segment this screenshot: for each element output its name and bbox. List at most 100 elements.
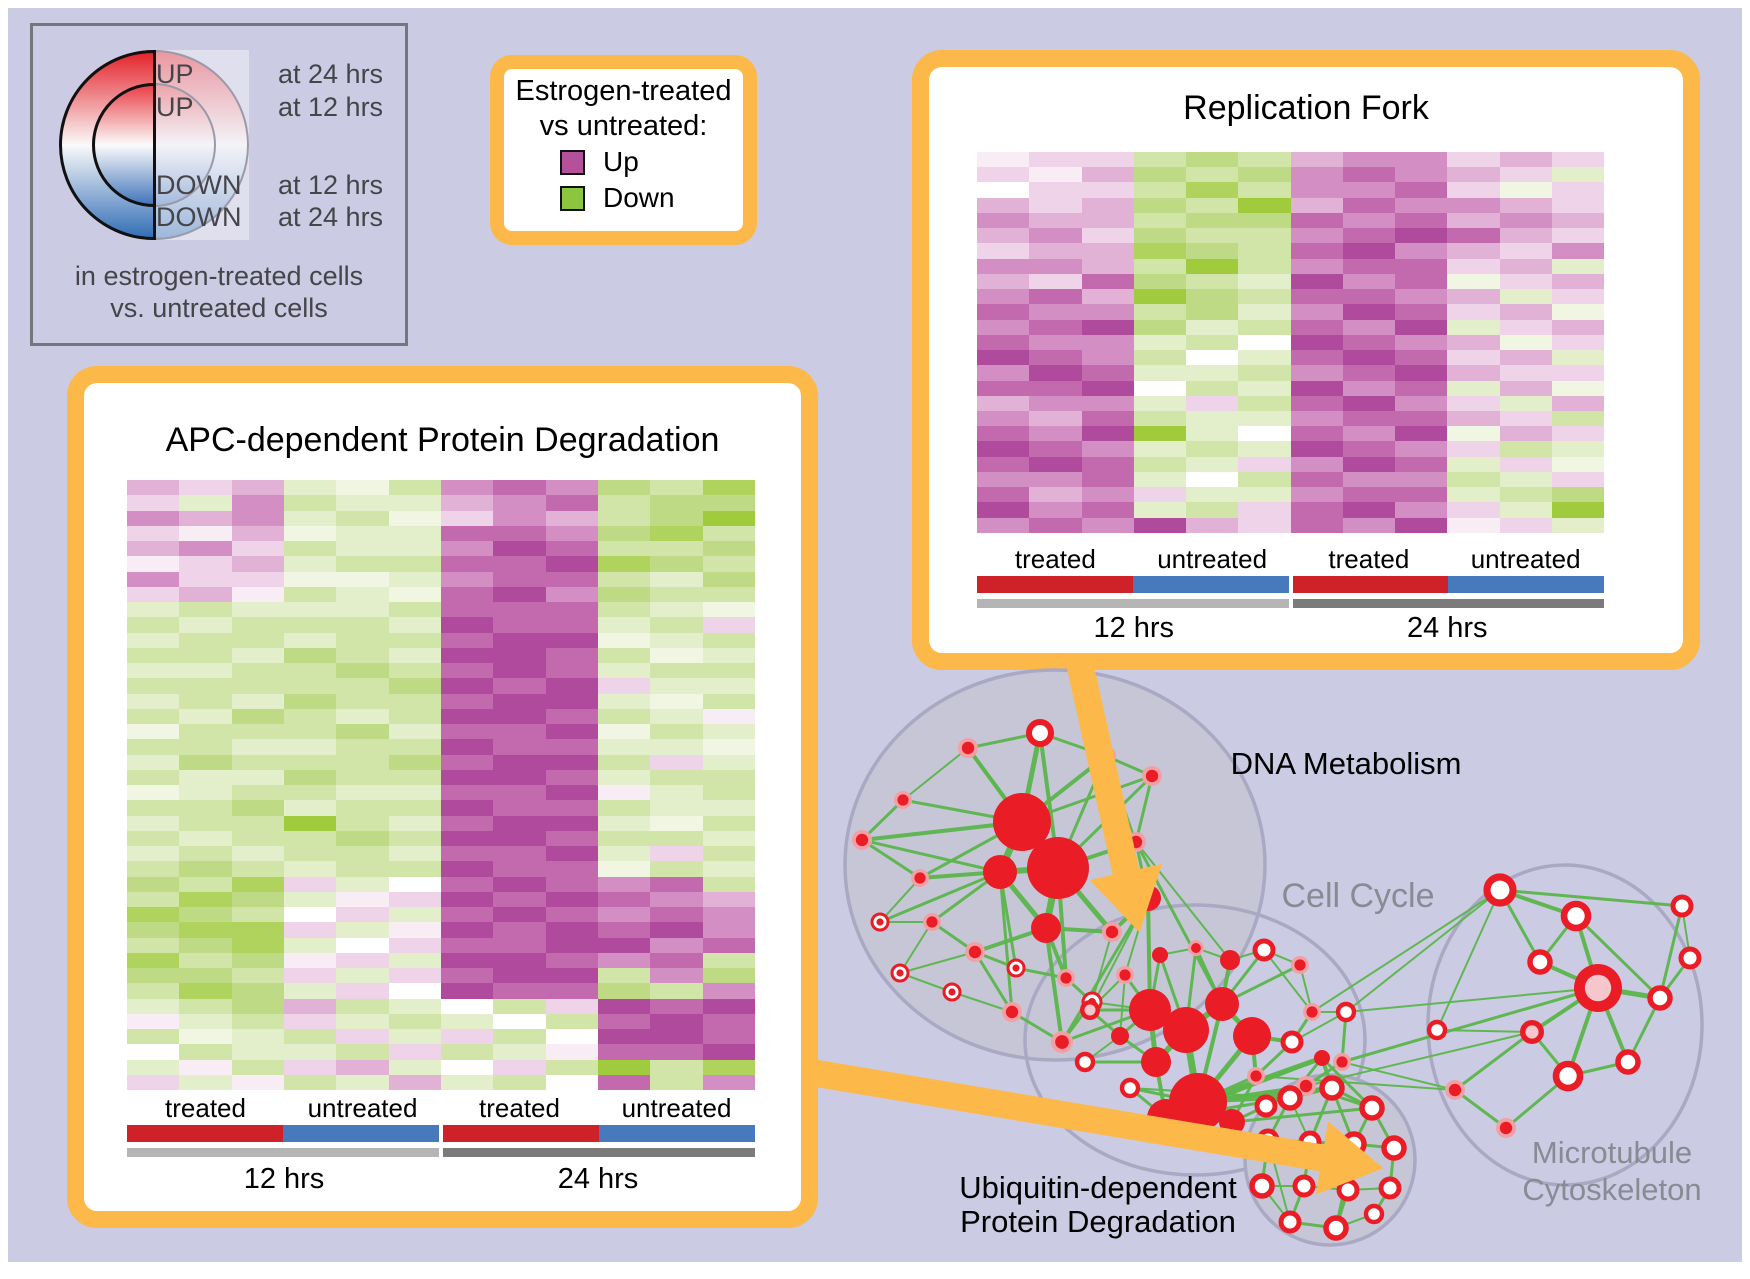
network-edge [1044, 927, 1064, 1043]
rf-panel-title: Replication Fork [1183, 89, 1429, 127]
gene-node-ring [1319, 1075, 1345, 1101]
legend-time: at 12 hrs [278, 170, 384, 200]
legend-time: at 12 hrs [278, 92, 384, 122]
rf-heatmap-row [977, 380, 1604, 396]
gene-node-dot-core [948, 988, 956, 996]
apc-heatmap-row [127, 952, 755, 968]
gene-node-halo-core [914, 872, 926, 884]
gene-node-halo-core [1250, 1070, 1262, 1082]
gene-node-dot-core [876, 918, 884, 926]
gene-node-halo-core [1448, 1083, 1462, 1097]
gene-node-solid [1111, 1027, 1129, 1045]
network-edge [1341, 986, 1599, 1064]
gene-node-ring [1278, 1210, 1302, 1234]
apc-treated-bar-12 [127, 1125, 283, 1142]
rf-group-labels: treated untreated treated untreated [977, 544, 1604, 574]
rf-heatmap-row [977, 289, 1604, 305]
rf-treatment-bars [977, 576, 1604, 593]
network-edge [861, 838, 1001, 874]
apc-heatmap-row [127, 785, 755, 801]
legend-time: at 24 hrs [278, 202, 384, 232]
gene-node-ring [1335, 1001, 1357, 1023]
gene-node-ring [1359, 1095, 1385, 1121]
rf-time-bars [977, 599, 1604, 608]
rf-group-label-untreated-12: untreated [1157, 544, 1268, 574]
gene-node-pale-center [1525, 1025, 1539, 1039]
rf-heatmap-row [977, 395, 1604, 411]
rf-heatmap-row [977, 228, 1604, 244]
rf-12hr-bar [977, 599, 1289, 608]
apc-24hr-bar [443, 1148, 755, 1157]
network-edge [1135, 841, 1231, 961]
rf-heatmap-row [977, 365, 1604, 381]
rf-heatmap-row [977, 197, 1604, 213]
apc-heatmap-row [127, 724, 755, 740]
network-edge [1305, 1031, 1533, 1087]
down-label: Down [603, 182, 675, 213]
apc-heatmap-row [127, 998, 755, 1014]
rf-heatmap-row [977, 304, 1604, 320]
network-edge [879, 870, 1001, 924]
gene-node-halo-core [1336, 1056, 1348, 1068]
network-edge [973, 951, 1014, 1013]
gene-node-ring [1252, 938, 1276, 962]
apc-heatmap-row [127, 693, 755, 709]
legend-row-down-24: DOWN at 24 hrs [33, 202, 405, 232]
callout-arrow-head-apc-to-ubiquitin [1315, 1121, 1384, 1195]
gene-node-ring [1363, 1203, 1385, 1225]
apc-heatmap-row [127, 480, 755, 496]
estrogen-legend-title-line1: Estrogen-treated [515, 75, 732, 107]
rf-heatmap-row [977, 152, 1604, 168]
gene-node-solid [1220, 950, 1240, 970]
gene-node-solid [983, 855, 1017, 889]
apc-heatmap-row [127, 891, 755, 907]
gene-node-ring [1074, 1051, 1096, 1073]
apc-heatmap-row [127, 1029, 755, 1045]
rf-heatmap-row [977, 167, 1604, 183]
rf-heatmap-row [977, 319, 1604, 335]
gene-node-solid [1141, 1047, 1171, 1077]
apc-heatmap-row [127, 541, 755, 557]
gene-node-solid [1152, 947, 1168, 963]
gene-node-ring [1277, 1085, 1303, 1111]
cluster-ellipse-cell-cycle [1023, 903, 1367, 1177]
apc-12hr-bar [127, 1148, 439, 1157]
rf-heatmap-row [977, 471, 1604, 488]
callout-arrow-head-rf-to-dna [1089, 863, 1163, 933]
network-edge [1341, 1061, 1456, 1091]
network-edge [1436, 1029, 1533, 1033]
legend-footer-line1: in estrogen-treated cells [74, 261, 364, 291]
legend-row-up-12: UP at 12 hrs [33, 92, 405, 122]
up-color-swatch [560, 149, 585, 175]
apc-heatmap [127, 480, 755, 1090]
rf-heatmap-row [977, 426, 1604, 442]
gene-node-ring [1254, 1094, 1278, 1118]
apc-heatmap-row [127, 1074, 755, 1090]
apc-heatmap-row [127, 495, 755, 511]
network-edge [1345, 889, 1501, 1013]
gene-node-pale-center [1084, 1004, 1096, 1016]
rf-heatmap-row [977, 487, 1604, 503]
legend-footer-line2: vs. untreated cells [110, 293, 328, 323]
rf-24hr-bar [1292, 599, 1604, 608]
gene-node-solid [1314, 1050, 1330, 1066]
gene-node-halo-core [897, 794, 909, 806]
network-edge [1091, 931, 1113, 1003]
apc-untreated-bar-12 [283, 1125, 439, 1142]
gene-node-ring [1378, 1176, 1402, 1200]
apc-heatmap-row [127, 815, 755, 831]
gene-node-halo-core [1499, 1121, 1513, 1135]
cell-cycle-label: Cell Cycle [1281, 877, 1435, 915]
apc-heatmap-row [127, 647, 755, 663]
network-edge [902, 747, 969, 801]
apc-heatmap-row [127, 830, 755, 846]
network-edge [1436, 889, 1501, 1031]
rf-untreated-bar-12 [1132, 576, 1289, 593]
gene-node-ring [1119, 1077, 1141, 1099]
legend-direction: UP [156, 92, 194, 122]
estrogen-updown-legend-box: Estrogen-treated vs untreated: Up Down [490, 55, 757, 245]
legend-direction: DOWN [156, 202, 242, 232]
apc-heatmap-row [127, 1059, 755, 1075]
gene-node-solid [1163, 1007, 1209, 1053]
network-edge [1454, 1030, 1533, 1092]
